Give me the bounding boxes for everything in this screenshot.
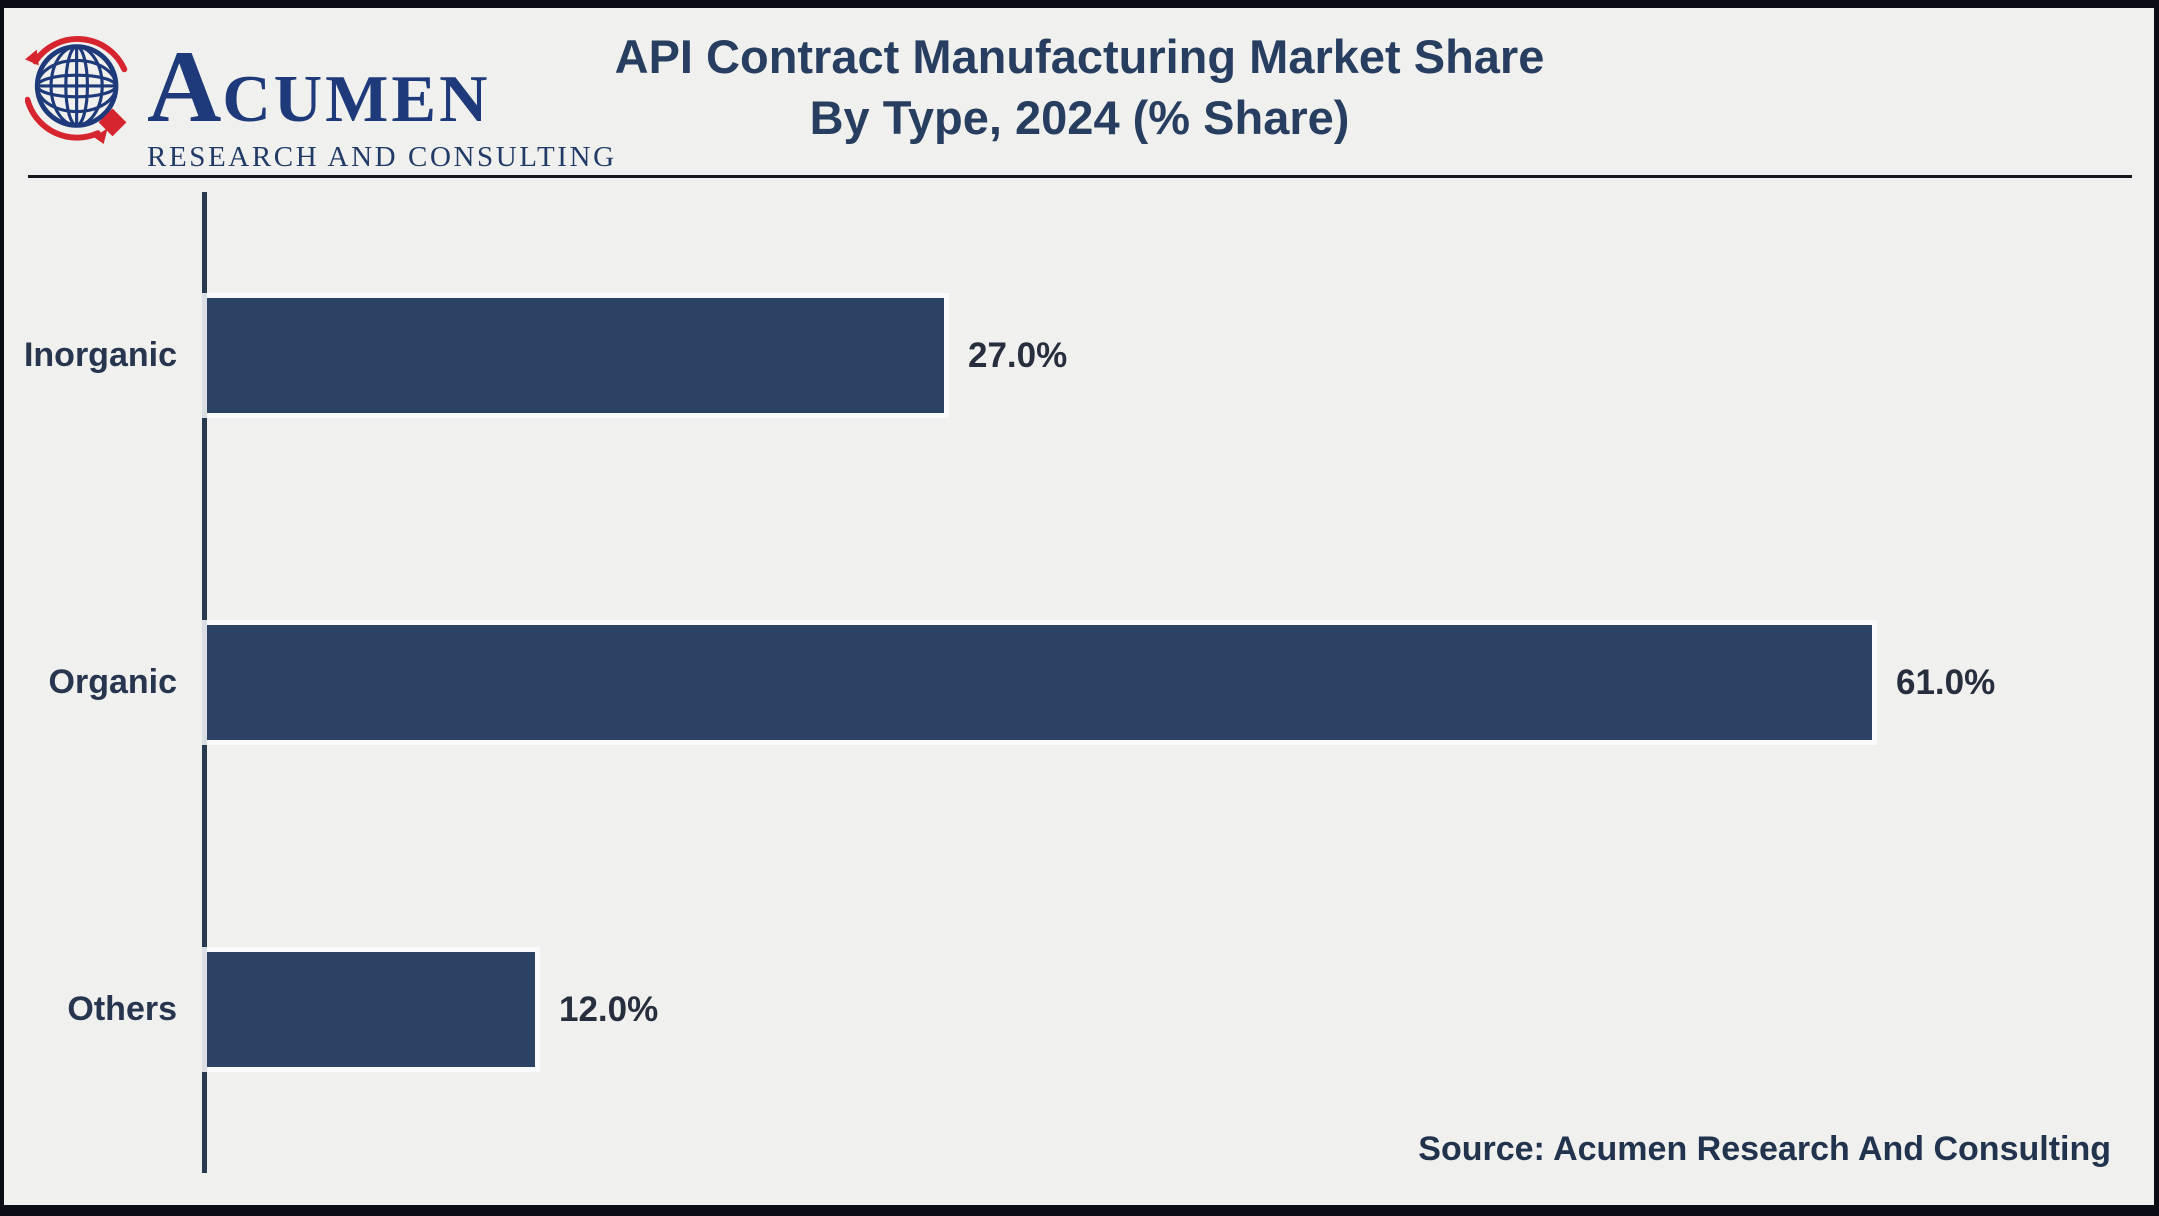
logo-text: A CUMEN RESEARCH AND CONSULTING (147, 26, 617, 174)
value-label-others: 12.0% (559, 989, 659, 1029)
value-label-inorganic: 27.0% (968, 335, 1068, 375)
globe-icon (25, 36, 128, 144)
category-label-organic: Organic (48, 663, 177, 701)
brand-rest: CUMEN (222, 62, 491, 136)
source-attribution: Source: Acumen Research And Consulting (1418, 1130, 2111, 1168)
category-label-others: Others (67, 990, 177, 1028)
brand-initial: A (147, 30, 223, 144)
chart-title: API Contract Manufacturing Market Share … (615, 26, 1545, 148)
value-label-organic: 61.0% (1896, 662, 1996, 702)
acumen-logo: A CUMEN RESEARCH AND CONSULTING (25, 26, 617, 174)
chart-title-line2: By Type, 2024 (% Share) (809, 91, 1350, 144)
brand-tagline: RESEARCH AND CONSULTING (147, 141, 617, 173)
chart-title-line1: API Contract Manufacturing Market Share (614, 30, 1545, 83)
bar-organic (207, 625, 1872, 740)
header-divider (28, 175, 2132, 178)
brand-name: A CUMEN (147, 36, 617, 139)
bar-inorganic (207, 298, 944, 413)
category-label-inorganic: Inorganic (23, 336, 177, 374)
bar-others (207, 952, 535, 1067)
y-axis-line (202, 192, 207, 1173)
